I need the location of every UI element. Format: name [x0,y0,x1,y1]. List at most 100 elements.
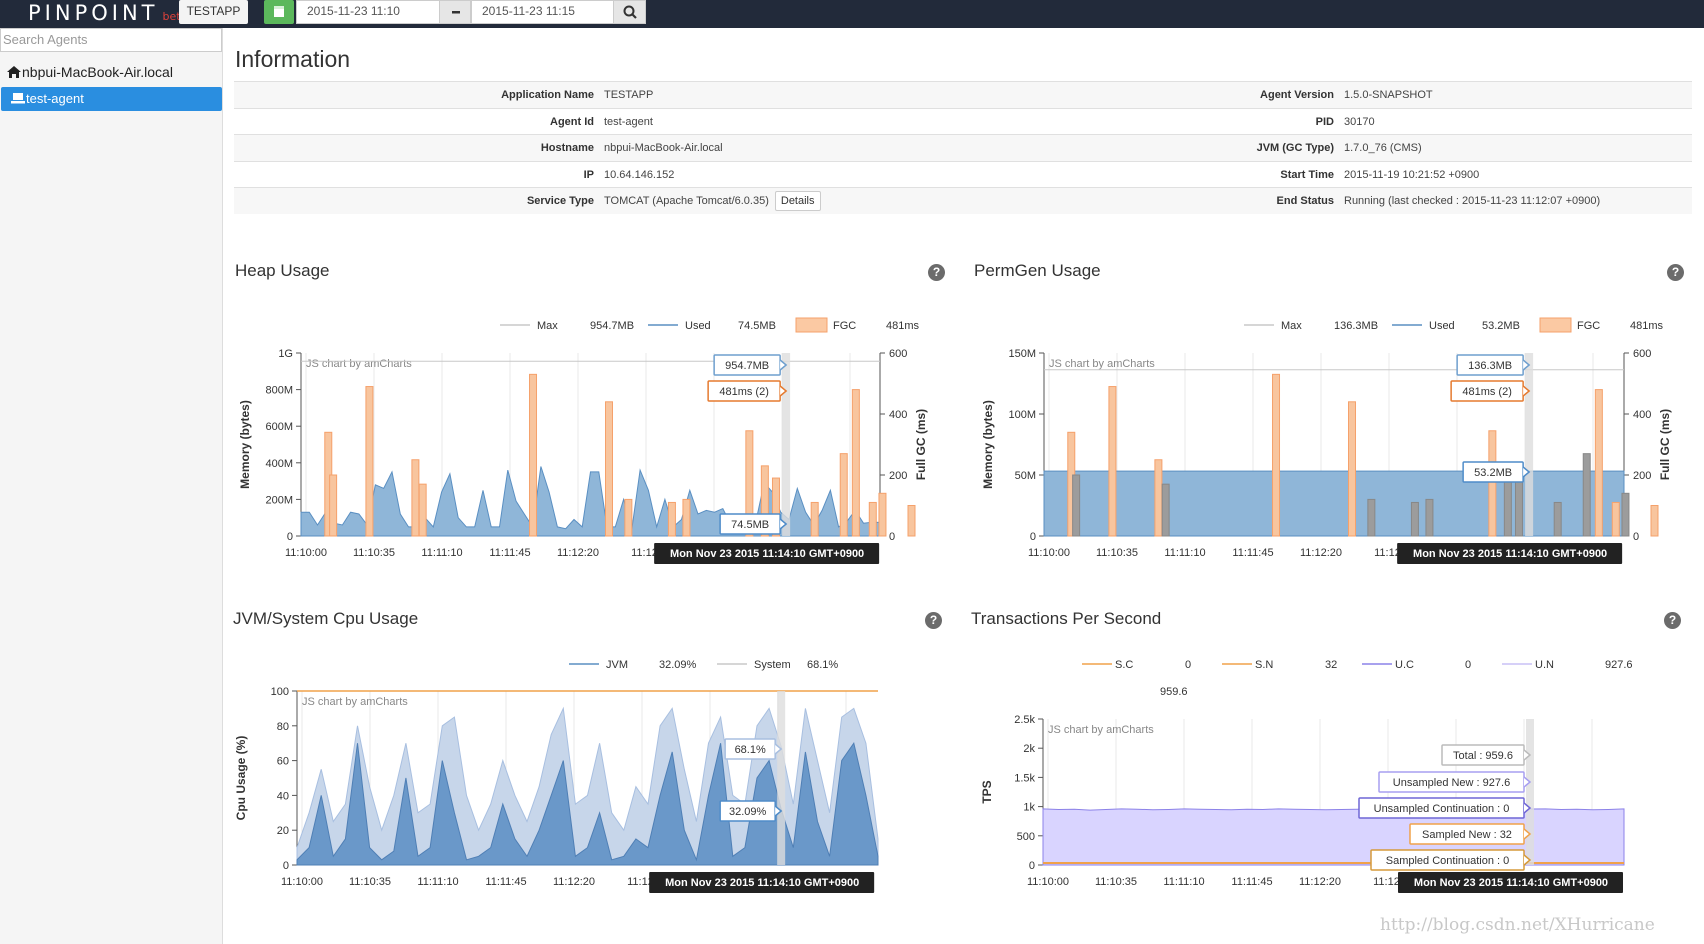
amcharts-credit: JS chart by amCharts [306,358,412,370]
used-balloon-pointer [1522,466,1531,478]
fgc-bar [771,477,780,537]
gc-bar [1582,453,1591,537]
unsampled-cont-balloon: Unsampled Continuation : 0 [1374,803,1510,815]
help-icon[interactable]: ? [928,264,945,281]
sampled-cont-balloon: Sampled Continuation : 0 [1386,855,1510,867]
y-tick-label: 1G [278,348,293,360]
info-value: TOMCAT (Apache Tomcat/6.0.35) Details [604,188,821,214]
y-tick-label: 100M [1008,409,1036,421]
laptop-icon [11,93,25,104]
y-tick-label: 200M [265,494,293,506]
host-item[interactable]: nbpui-MacBook-Air.local [0,60,222,84]
system-balloon-pointer [774,743,783,755]
host-label: nbpui-MacBook-Air.local [22,64,173,80]
y-tick-label: 80 [277,721,289,733]
fgc-balloon: 481ms (2) [719,386,769,398]
information-title: Information [235,46,351,72]
gc-bar [1514,477,1523,537]
x-tick-label: 11:11:10 [417,876,458,888]
fgc-bar [529,373,538,537]
cursor-band [1525,353,1534,536]
date-to-input[interactable]: 2015-11-23 11:15 [471,0,614,24]
application-selector[interactable]: TESTAPP [179,0,248,24]
heap-legend-value: 74.5MB [738,320,776,332]
unsampled-new-balloon: Unsampled New : 927.6 [1393,777,1510,789]
heap-legend-name: FGC [833,320,856,332]
info-key: JVM (GC Type) [1256,142,1334,155]
y-tick-label: 1.5k [1014,772,1035,784]
permgen-usage-title: PermGen Usage [974,261,1101,280]
calendar-button[interactable] [264,0,294,24]
y-tick-label: 500 [1017,831,1035,843]
fgc-bar [760,465,769,537]
search-agents-input[interactable]: Search Agents [0,28,222,52]
calendar-icon [274,6,284,17]
pinpoint-logo[interactable]: PINPOINT beta [28,1,188,25]
fgc-bar [365,386,374,537]
info-key: IP [583,168,594,181]
cpu-legend-value: 68.1% [807,659,838,671]
gc-bar [1553,501,1562,537]
heap-legend-name: Max [537,320,558,332]
x-tick-label: 11:12:20 [553,876,595,888]
info-row: Agent Id test-agent PID 30170 [234,107,1692,135]
fgc-bar [1611,501,1620,537]
tps-legend-value: 927.6 [1605,659,1633,671]
y-tick-label: 150M [1008,348,1036,360]
cpu-legend-name: JVM [606,659,628,671]
y-tick-label: 0 [287,531,293,543]
tps-legend-name: S.N [1255,659,1273,671]
x-tick-label: 11:11:45 [485,876,526,888]
x-tick-label: 11:11:45 [489,547,530,559]
help-icon[interactable]: ? [1667,264,1684,281]
used-balloon-pointer [779,518,788,530]
used-balloon: 74.5MB [731,519,769,531]
info-value: 30170 [1344,115,1375,128]
y-tick-label: 0 [283,860,289,872]
permgen-legend-name: Max [1281,320,1302,332]
search-button[interactable] [613,0,646,24]
details-button[interactable]: Details [774,191,821,212]
x-tick-label: 11:11:10 [1163,876,1204,888]
amcharts-credit: JS chart by amCharts [302,696,408,708]
x-tick-label: 11:10:00 [1028,547,1070,559]
help-icon[interactable]: ? [925,612,942,629]
fgc-bar [1108,386,1117,537]
heap-legend-value: 481ms [886,320,920,332]
date-from-input[interactable]: 2015-11-23 11:10 [296,0,440,24]
fgc-bar [667,501,676,537]
y2-tick-label: 400 [889,409,907,421]
cursor-time-box [649,872,875,893]
agent-label: test-agent [26,91,84,106]
heap-legend-name: Used [685,320,711,332]
agent-item-selected[interactable]: test-agent [1,87,222,111]
jvm-cpu-area [296,741,879,866]
y-tick-label: 50M [1015,470,1036,482]
legend-marker-fgc [1539,317,1572,333]
info-row: Application Name TESTAPP Agent Version 1… [234,81,1692,108]
tps-legend-name: U.N [1535,659,1554,671]
cursor-time-label: Mon Nov 23 2015 11:14:10 GMT+0900 [1414,877,1608,889]
y-tick-label: 2.5k [1014,714,1035,726]
y-tick-label: 40 [277,790,289,802]
total-balloon-pointer [1523,749,1532,761]
fgc-bar [624,498,633,537]
fgc-bar [682,498,691,537]
x-tick-label: 11:12: [1373,876,1403,888]
help-icon[interactable]: ? [1664,612,1681,629]
info-key: End Status [1276,195,1334,208]
permgen-legend-value: 136.3MB [1334,320,1378,332]
x-tick-label: 11:10:00 [285,547,327,559]
fgc-bar [1594,389,1603,537]
tps-legend-value: 32 [1325,659,1337,671]
y-tick-label: 0 [1030,531,1036,543]
fgc-bar [1348,401,1356,537]
info-key: Application Name [501,89,594,101]
x-tick-label: 11:11:10 [1164,547,1205,559]
total-balloon: Total : 959.6 [1453,750,1513,762]
info-value: 10.64.146.152 [604,168,675,181]
gc-bar [1621,492,1630,537]
tps-legend-name: S.C [1115,659,1133,671]
cursor-band [782,353,791,536]
heap-legend-value: 954.7MB [590,320,634,332]
